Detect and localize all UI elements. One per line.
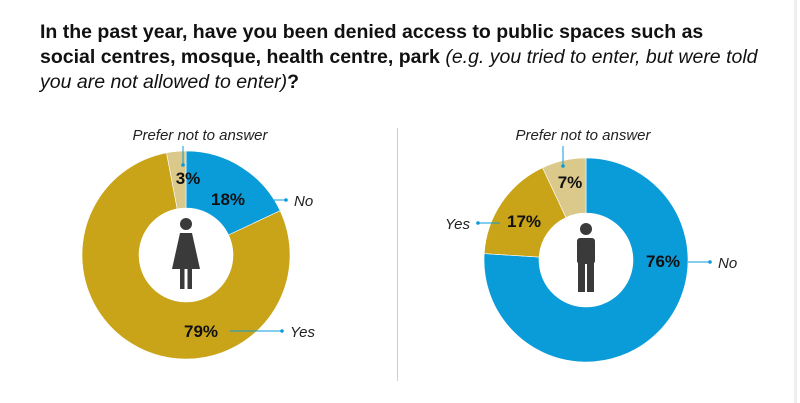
- connector-dot-no-right: [708, 260, 712, 264]
- woman-icon: [172, 218, 200, 289]
- category-label-yes-left: Yes: [290, 324, 316, 341]
- donut-chart-right: 76% No 17% Yes 7% Prefer not to answer: [445, 127, 737, 363]
- connector-dot-yes-right: [476, 221, 480, 225]
- category-label-prefer-right: Prefer not to answer: [515, 127, 651, 144]
- pct-label-prefer-right: 7%: [558, 173, 583, 192]
- pct-label-yes-right: 17%: [507, 212, 541, 231]
- man-icon: [577, 223, 595, 292]
- pct-label-no-left: 18%: [211, 190, 245, 209]
- category-label-no-left: No: [294, 193, 313, 210]
- pct-label-prefer-left: 3%: [176, 169, 201, 188]
- title-end: ?: [287, 71, 300, 93]
- category-label-prefer-left: Prefer not to answer: [132, 127, 268, 144]
- chart-divider: [397, 128, 398, 381]
- slice-no-right: [483, 157, 689, 363]
- chart-title: In the past year, have you been denied a…: [40, 20, 760, 95]
- title-italic: (e.g. you tried to enter, but were told …: [40, 46, 758, 93]
- page-edge: [794, 0, 797, 403]
- category-label-yes-right: Yes: [445, 216, 471, 233]
- pct-label-no-right: 76%: [646, 252, 680, 271]
- connector-dot-prefer-left: [181, 163, 185, 167]
- title-main: In the past year, have you been denied a…: [40, 21, 704, 68]
- connector-dot-yes-left: [280, 329, 284, 333]
- slice-prefer-right: [542, 157, 587, 218]
- slice-prefer-left: [166, 150, 187, 210]
- category-label-no-right: No: [718, 255, 737, 272]
- connector-dot-no-left: [284, 198, 288, 202]
- connector-dot-prefer-right: [561, 164, 565, 168]
- donut-chart-left: 18% No 79% Yes 3% Prefer not to answer: [81, 127, 316, 360]
- slice-yes-left: [81, 152, 291, 360]
- pct-label-yes-left: 79%: [184, 322, 218, 341]
